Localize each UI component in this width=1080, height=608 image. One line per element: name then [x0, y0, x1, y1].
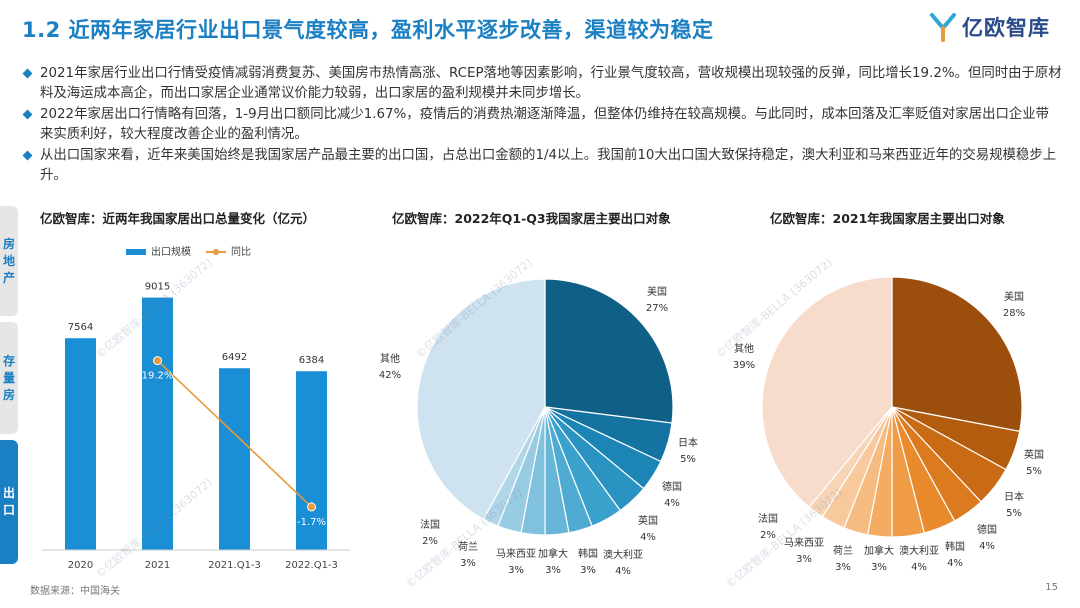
brand-logo: 亿欧智库: [930, 12, 1050, 42]
bullet-text: 2022年家居出口行情略有回落，1-9月出口额同比减少1.67%，疫情后的消费热…: [40, 107, 1050, 142]
pie-slice-label: 德国: [977, 523, 997, 536]
bar: [296, 371, 327, 550]
pie-slice-value: 4%: [947, 558, 963, 569]
bar: [65, 338, 96, 550]
bar: [219, 368, 250, 550]
bar-value-label: 6492: [222, 352, 247, 363]
pie-slice-value: 4%: [979, 541, 995, 552]
pie-slice-value: 4%: [640, 532, 656, 543]
pie-slice-label: 加拿大: [538, 547, 568, 560]
pie-slice-value: 2%: [422, 536, 438, 547]
brand-logo-icon: [930, 13, 956, 42]
pie-slice-value: 2%: [760, 530, 776, 541]
bar-value-label: 9015: [145, 282, 170, 293]
side-tab-label: 出口: [2, 486, 15, 517]
legend-label-export: 出口规模: [151, 245, 191, 258]
pie-slice-label: 马来西亚: [496, 548, 536, 560]
pie-slice-value: 5%: [680, 454, 696, 465]
bullet-text: 从出口国家来看，近年来美国始终是我国家居产品最主要的出口国，占总出口金额的1/4…: [40, 148, 1057, 183]
bar-chart-title: 亿欧智库：近两年我国家居出口总量变化（亿元）: [40, 211, 316, 226]
legend-marker-yoy: [213, 249, 219, 255]
pie-slice-value: 5%: [1026, 466, 1042, 477]
pie-slice-value: 3%: [580, 565, 596, 576]
pie-slice-value: 39%: [733, 360, 755, 371]
bullet-item: 从出口国家来看，近年来美国始终是我国家居产品最主要的出口国，占总出口金额的1/4…: [22, 146, 1062, 185]
side-tab-label: 房地产: [2, 236, 15, 285]
pie-slice-label: 日本: [1004, 490, 1024, 503]
pie-slice-value: 4%: [615, 566, 631, 577]
yoy-line: [156, 360, 313, 508]
legend-label-yoy: 同比: [231, 246, 251, 258]
pie-slice-value: 28%: [1003, 308, 1025, 319]
pie-slice-label: 荷兰: [833, 544, 853, 557]
pie-slice-label: 韩国: [578, 547, 598, 560]
pie-slice-value: 3%: [796, 554, 812, 565]
yoy-point-label: 19.2%: [142, 371, 174, 382]
pie-chart-2021: 美国 28% 英国 5% 日本 5% 德国 4% 韩国 4% 澳大利亚 4% 加拿大 3% 荷兰 3% 马来西亚…: [733, 276, 1044, 573]
pie-chart-2021-title: 亿欧智库：2021年我国家居主要出口对象: [770, 211, 1005, 226]
pie-slice-value: 3%: [871, 562, 887, 573]
pie-slice-label: 美国: [1004, 290, 1024, 303]
x-tick-label: 2022.Q1-3: [285, 560, 338, 571]
bullet-diamond-icon: [22, 150, 33, 161]
pie-slice-value: 3%: [508, 565, 524, 576]
pie-slice-label: 英国: [1024, 448, 1044, 461]
x-tick-label: 2021: [145, 560, 170, 571]
side-tab-existing-housing[interactable]: 存量房: [0, 322, 18, 434]
bullet-list: 2021年家居行业出口行情受疫情减弱消费复苏、美国房市热情高涨、RCEP落地等因…: [22, 64, 1062, 187]
bullet-item: 2021年家居行业出口行情受疫情减弱消费复苏、美国房市热情高涨、RCEP落地等因…: [22, 64, 1062, 103]
pie-slice-value: 27%: [646, 303, 668, 314]
bar-value-label: 6384: [299, 355, 324, 366]
pie-slice-label: 美国: [647, 285, 667, 298]
pie-slice-label: 加拿大: [864, 544, 894, 557]
pie-slice: [891, 276, 1023, 433]
pie-slice: [544, 278, 674, 424]
pie-slice-label: 韩国: [945, 540, 965, 553]
pie-slice-label: 其他: [380, 352, 400, 365]
bar: [142, 297, 173, 550]
pie-slice: [416, 278, 546, 520]
pie-slice-value: 3%: [460, 558, 476, 569]
pie-slice-label: 澳大利亚: [603, 548, 643, 561]
pie-slice-value: 3%: [545, 565, 561, 576]
yoy-point: [153, 356, 162, 366]
yoy-point-label: -1.7%: [297, 517, 326, 528]
yoy-point: [307, 502, 316, 512]
data-source: 数据来源：中国海关: [30, 586, 120, 597]
side-tab-export[interactable]: 出口: [0, 440, 18, 564]
bar-value-label: 7564: [68, 322, 93, 333]
brand-logo-text: 亿欧智库: [962, 16, 1050, 40]
bullet-diamond-icon: [22, 68, 33, 79]
pie-slice-value: 42%: [379, 370, 401, 381]
bullet-text: 2021年家居行业出口行情受疫情减弱消费复苏、美国房市热情高涨、RCEP落地等因…: [40, 66, 1062, 101]
pie-slice-label: 德国: [662, 480, 682, 493]
page-title: 1.2 近两年家居行业出口景气度较高，盈利水平逐步改善，渠道较为稳定: [22, 18, 714, 42]
side-tab-label: 存量房: [2, 353, 15, 402]
pie-slice-label: 澳大利亚: [899, 544, 939, 557]
pie-slice-value: 4%: [911, 562, 927, 573]
pie-slice-value: 3%: [835, 562, 851, 573]
x-tick-label: 2021.Q1-3: [208, 560, 261, 571]
pie-slice-label: 法国: [758, 512, 778, 525]
bullet-diamond-icon: [22, 109, 33, 120]
legend-swatch-export: [126, 249, 146, 255]
pie-slice-label: 日本: [678, 436, 698, 449]
pie-slice-label: 英国: [638, 514, 658, 527]
pie-slice-label: 荷兰: [458, 540, 478, 553]
pie-chart-2022: 美国 27% 日本 5% 德国 4% 英国 4% 澳大利亚 4% 韩国 3% 加拿大 3% 马来西亚 3% 荷兰…: [379, 278, 698, 577]
x-tick-label: 2020: [68, 560, 93, 571]
pie-chart-2022-title: 亿欧智库：2022年Q1-Q3我国家居主要出口对象: [392, 211, 671, 226]
pie-slice-value: 4%: [664, 498, 680, 509]
bar-chart: 出口规模 同比 7564 2020 9015 2021 6492 2021.Q1-3 6384 2…: [42, 245, 350, 571]
bullet-item: 2022年家居出口行情略有回落，1-9月出口额同比减少1.67%，疫情后的消费热…: [22, 105, 1062, 144]
page-number: 15: [1045, 582, 1058, 593]
pie-slice: [761, 276, 893, 509]
pie-slice-label: 其他: [734, 342, 754, 355]
side-tab-real-estate[interactable]: 房地产: [0, 206, 18, 316]
pie-slice-label: 法国: [420, 518, 440, 531]
pie-slice-label: 马来西亚: [784, 537, 824, 549]
pie-slice-value: 5%: [1006, 508, 1022, 519]
